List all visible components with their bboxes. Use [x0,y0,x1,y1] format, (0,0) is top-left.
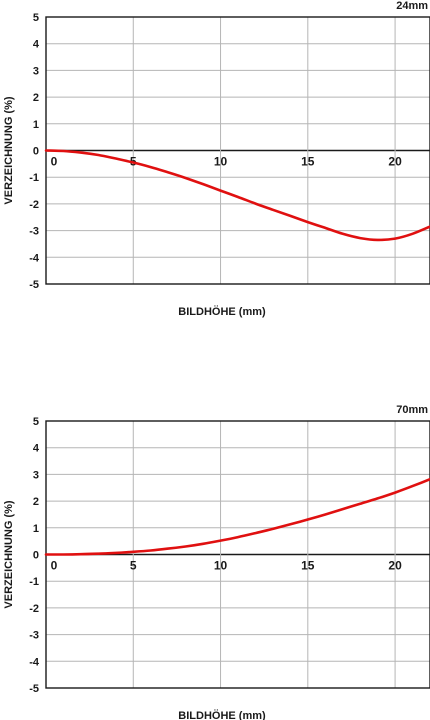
y-tick-label: 2 [33,496,39,508]
x-tick-label: 15 [301,155,315,169]
y-tick-label: -2 [29,603,39,615]
y-tick-label: 3 [33,469,39,481]
x-tick-label: 0 [51,155,58,169]
y-tick-label: -3 [29,630,39,642]
x-tick-label: 10 [214,559,228,573]
y-tick-label: -4 [29,252,40,264]
x-tick-label: 0 [51,559,58,573]
y-tick-label: 5 [33,416,39,428]
y-tick-label: -2 [29,199,39,211]
y-tick-label: 2 [33,92,39,104]
y-tick-label: 1 [33,523,39,535]
x-tick-label: 20 [388,155,402,169]
y-tick-label: 0 [33,146,39,158]
y-axis-label: VERZEICHNUNG (%) [3,96,15,205]
y-tick-label: -3 [29,226,39,238]
y-tick-label: -4 [29,656,40,668]
y-tick-label: -5 [29,279,39,291]
distortion-line [44,149,430,242]
y-tick-label: 5 [33,12,39,24]
y-tick-label: -5 [29,683,39,695]
x-tick-label: 5 [130,559,137,573]
y-tick-label: -1 [29,576,39,588]
x-tick-label: 15 [301,559,315,573]
x-axis-label: BILDHÖHE (mm) [178,709,266,720]
y-axis-label: VERZEICHNUNG (%) [3,500,15,609]
y-tick-label: -1 [29,172,39,184]
chart-title: 24mm [396,0,428,12]
y-tick-label: 3 [33,65,39,77]
x-tick-label: 10 [214,155,228,169]
x-axis-label: BILDHÖHE (mm) [178,305,266,318]
x-tick-label: 20 [388,559,402,573]
y-tick-label: 4 [33,443,40,455]
chart-title: 70mm [396,404,428,416]
distortion-line [44,477,430,556]
y-tick-label: 4 [33,39,40,51]
y-tick-label: 1 [33,119,39,131]
y-tick-label: 0 [33,550,39,562]
